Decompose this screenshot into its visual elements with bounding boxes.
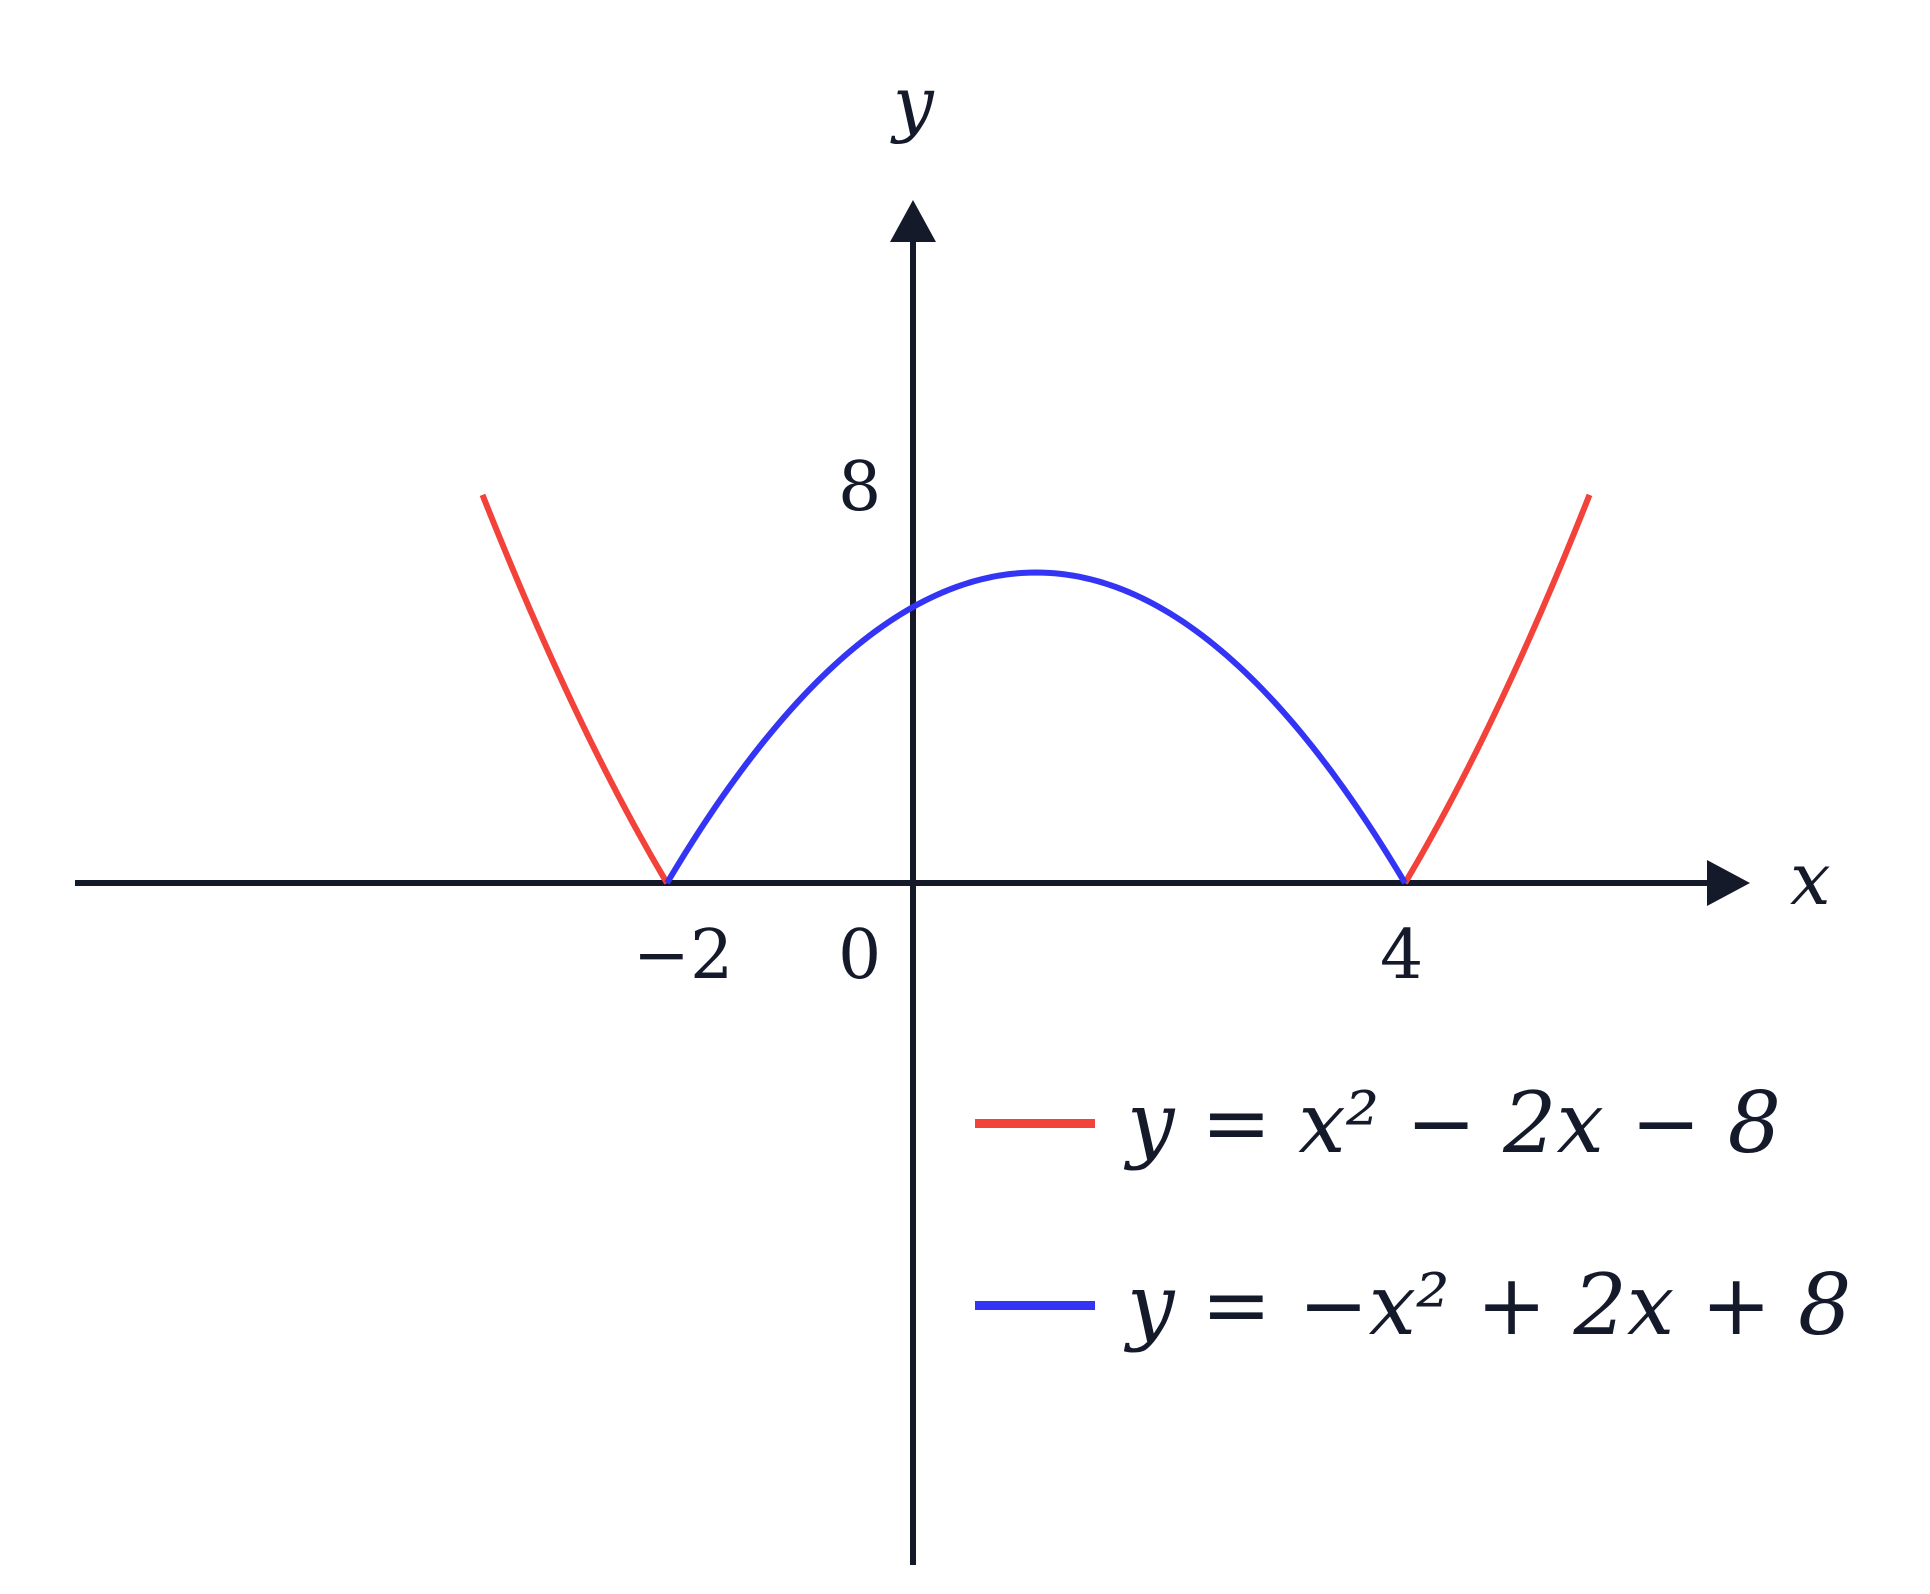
curves-layer: [479, 493, 1593, 885]
legend-label-blue: y = −x² + 2x + 8: [1127, 1256, 1852, 1354]
y-axis-label: y: [890, 61, 935, 145]
tick-label-x-0: 0: [838, 916, 881, 995]
series-0-segment-1-line: [1402, 493, 1593, 885]
tick-label-y-8: 8: [838, 448, 881, 527]
y-axis-arrow-icon: [890, 200, 936, 242]
legend: y = x² − 2x − 8 y = −x² + 2x + 8: [975, 1070, 1905, 1434]
legend-swatch-red: [975, 1118, 1095, 1128]
legend-swatch-blue: [975, 1300, 1095, 1310]
legend-label-red: y = x² − 2x − 8: [1127, 1074, 1782, 1172]
x-axis-label: x: [1790, 837, 1831, 921]
tick-label-x-4: 4: [1380, 916, 1423, 995]
x-axis-arrow-icon: [1707, 860, 1750, 906]
series-1-segment-0-line: [664, 569, 1408, 885]
series-0-segment-0-line: [479, 493, 670, 885]
legend-item-red: y = x² − 2x − 8: [975, 1070, 1905, 1176]
tick-label-x-neg2: −2: [633, 916, 733, 995]
legend-item-blue: y = −x² + 2x + 8: [975, 1252, 1905, 1358]
